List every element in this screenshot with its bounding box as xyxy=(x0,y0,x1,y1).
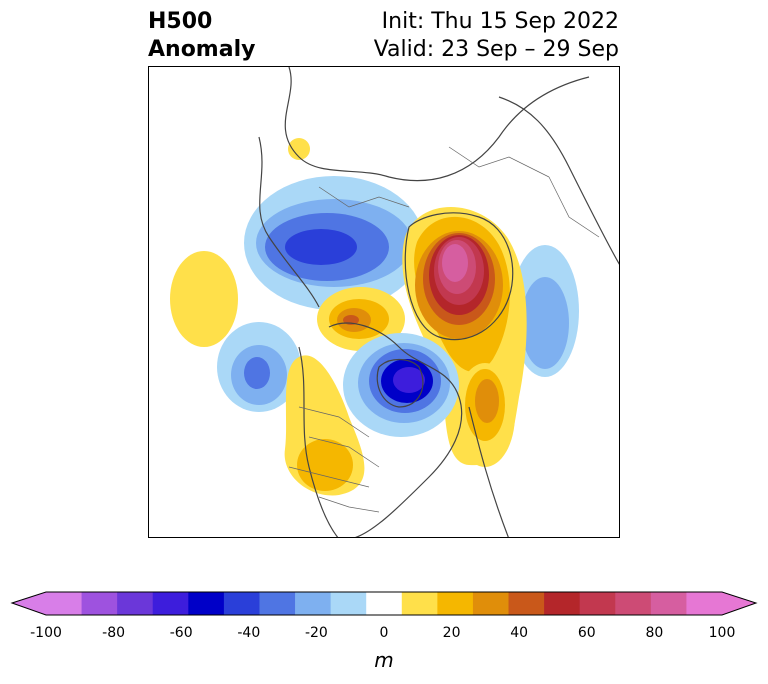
colorbar-tick-label: -20 xyxy=(304,625,328,641)
colorbar-tick-label: 80 xyxy=(645,625,664,641)
colorbar-bin xyxy=(615,592,652,615)
colorbar-bin xyxy=(117,592,154,615)
colorbar-bin xyxy=(437,592,474,615)
colorbar-bin xyxy=(259,592,296,615)
valid-range: Valid: 23 Sep – 29 Sep xyxy=(373,37,619,62)
colorbar-unit: m xyxy=(374,648,394,672)
colorbar-bin xyxy=(579,592,616,615)
anomaly-map xyxy=(170,67,619,537)
map-title: H500 Anomaly xyxy=(148,8,255,64)
colorbar-extend-low xyxy=(12,592,46,615)
map-dates: Init: Thu 15 Sep 2022 Valid: 23 Sep – 29… xyxy=(374,8,619,64)
title-variable: H500 xyxy=(148,9,213,34)
siberia-negative-anomaly xyxy=(244,176,424,310)
hudson-negative-anomaly xyxy=(343,333,459,437)
political-borders xyxy=(288,146,600,513)
russia-negative-anomaly xyxy=(511,245,579,377)
colorbar-bin xyxy=(508,592,545,615)
colorbar-bin xyxy=(223,592,260,615)
colorbar-outline xyxy=(10,591,758,616)
colorbar-fills xyxy=(46,592,723,615)
init-date: Init: Thu 15 Sep 2022 xyxy=(381,9,619,34)
colorbar-bin xyxy=(472,592,510,615)
colorbar-tick-label: 100 xyxy=(708,625,736,641)
colorbar-tick-label: -60 xyxy=(169,625,193,641)
colorbar-tick-label: -100 xyxy=(30,625,62,641)
atlantic-positive-anomaly xyxy=(170,251,238,347)
colorbar-tick-label: -80 xyxy=(102,625,126,641)
colorbar-extend-high xyxy=(722,592,756,615)
colorbar-tick-label: 60 xyxy=(577,625,596,641)
colorbar-bin xyxy=(152,592,189,615)
atlantic-20m-contour xyxy=(170,251,238,347)
west-na-positive-anomaly xyxy=(284,355,365,496)
pacific-negative-anomaly xyxy=(217,322,301,412)
colorbar-bin xyxy=(330,592,367,615)
colorbar xyxy=(10,591,758,616)
colorbar-tick-label: 0 xyxy=(379,625,389,641)
colorbar-tick-label: 40 xyxy=(510,625,529,641)
colorbar-bin xyxy=(544,592,581,615)
map-panel xyxy=(148,66,620,538)
mediterranean-positive-anomaly xyxy=(288,138,310,160)
colorbar-bin xyxy=(81,592,118,615)
coastlines xyxy=(258,67,619,537)
colorbar-bin xyxy=(650,592,687,615)
colorbar-tick-label: -40 xyxy=(237,625,261,641)
colorbar-bin xyxy=(366,592,403,615)
colorbar-bin xyxy=(46,592,83,615)
colorbar-bin xyxy=(401,592,438,615)
arctic-positive-anomaly xyxy=(402,207,527,467)
colorbar-bin xyxy=(188,592,225,615)
colorbar-bin xyxy=(686,592,723,615)
colorbar-tick-label: 20 xyxy=(442,625,461,641)
title-field: Anomaly xyxy=(148,37,256,62)
colorbar-bin xyxy=(295,592,332,615)
